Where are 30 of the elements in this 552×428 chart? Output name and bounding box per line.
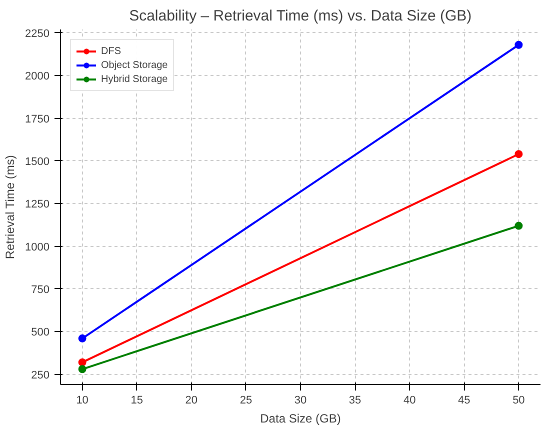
point: [514, 150, 523, 158]
y-tick-label: 2250: [25, 28, 50, 40]
x-tick-label: 45: [458, 394, 470, 406]
y-tick-label: 1250: [25, 198, 50, 211]
point: [514, 222, 523, 230]
y-tick-label: 1000: [25, 241, 50, 254]
y-tick-label: 250: [31, 369, 50, 382]
x-tick-label: 15: [130, 394, 143, 406]
point: [78, 334, 86, 342]
legend-label: Hybrid Storage: [101, 73, 168, 85]
x-tick-label: 50: [512, 394, 525, 406]
y-tick-label: 1750: [25, 113, 50, 126]
y-axis-title: Retrieval Time (ms): [3, 155, 18, 260]
x-tick-label: 35: [348, 394, 362, 406]
x-tick-label: 20: [185, 394, 198, 406]
point: [78, 358, 86, 366]
y-tick-label: 1500: [25, 156, 50, 168]
legend-label: Object Storage: [101, 59, 168, 71]
y-tick-label: 750: [31, 284, 50, 296]
legend-label: DFS: [101, 45, 121, 57]
x-tick-label: 10: [76, 394, 88, 406]
x-tick-label: 40: [403, 394, 416, 406]
point: [78, 365, 86, 374]
y-tick-label: 2000: [25, 70, 50, 83]
x-tick-label: 30: [294, 394, 307, 406]
y-tick-label: 500: [31, 326, 50, 339]
chart-title: Scalability – Retrieval Time (ms) vs. Data Size (GB): [129, 8, 472, 24]
x-tick-label: 25: [240, 394, 252, 406]
x-axis-title: Data Size (GB): [260, 412, 341, 426]
point: [514, 40, 523, 49]
